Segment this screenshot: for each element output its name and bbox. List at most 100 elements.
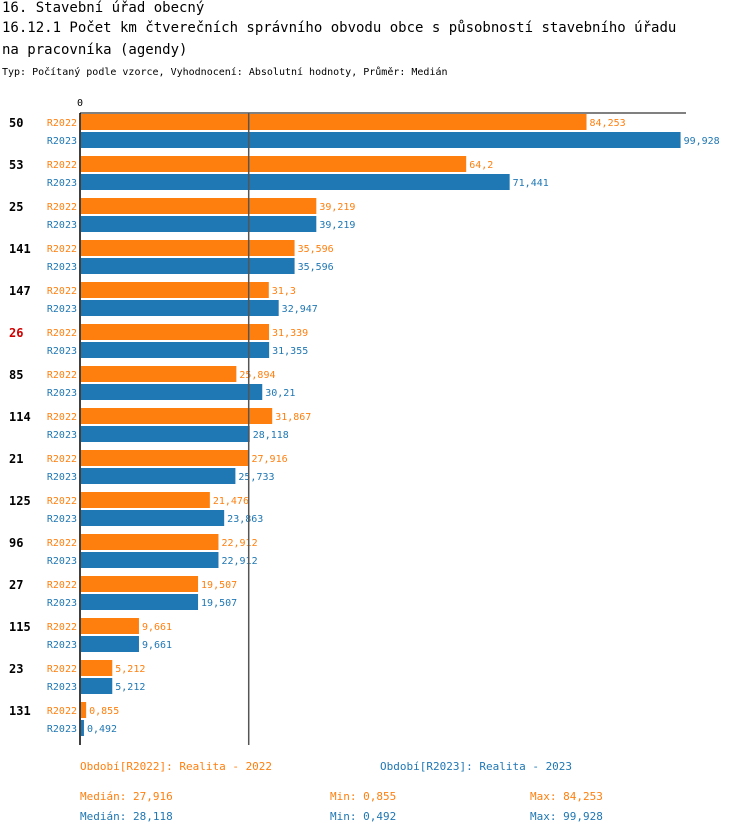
bar [81,678,113,694]
data-label: 64,2 [469,160,493,171]
chart-subtitle: Typ: Počítaný podle vzorce, Vyhodnocení:… [2,67,448,78]
series-row-label: R2023 [47,178,77,189]
x-axis-zero-label: 0 [77,98,83,109]
series-row-label: R2022 [47,118,77,129]
data-label: 28,118 [253,430,289,441]
category-label: 141 [9,242,31,256]
bar [81,300,279,316]
series-row-label: R2023 [47,136,77,147]
series-row-label: R2022 [47,706,77,717]
stat-median-r2023: Medián: 28,118 [80,810,173,823]
chart-title-line-2: na pracovníka (agendy) [2,42,188,58]
data-label: 31,355 [272,346,308,357]
series-row-label: R2022 [47,496,77,507]
series-row-label: R2022 [47,622,77,633]
category-label: 50 [9,116,23,130]
category-label: 115 [9,620,31,634]
bar [81,576,199,592]
legend-r2023: Období[R2023]: Realita - 2023 [380,760,573,773]
stat-max-r2023: Max: 99,928 [530,810,603,823]
bar [81,660,113,676]
category-label: 53 [9,158,23,172]
data-label: 39,219 [319,220,355,231]
series-row-label: R2023 [47,514,77,525]
data-label: 35,596 [298,262,334,273]
stat-min-r2023: Min: 0,492 [330,810,397,823]
data-label: 22,912 [221,538,257,549]
data-label: 27,916 [251,454,287,465]
data-label: 30,21 [265,388,295,399]
series-row-label: R2022 [47,538,77,549]
data-label: 31,3 [272,286,296,297]
data-label: 22,912 [221,556,257,567]
legend-r2022: Období[R2022]: Realita - 2022 [80,760,273,773]
bar [81,282,269,298]
data-label: 39,219 [319,202,355,213]
data-label: 25,894 [239,370,275,381]
bar [81,450,249,466]
category-label: 125 [9,494,31,508]
data-label: 21,476 [213,496,249,507]
bar [81,258,295,274]
series-row-label: R2023 [47,346,77,357]
category-label: 23 [9,662,23,676]
category-label: 131 [9,704,31,718]
bar [81,552,219,568]
bar [81,720,84,736]
bar [81,240,295,256]
series-row-label: R2022 [47,202,77,213]
bar [81,198,317,214]
series-row-label: R2023 [47,640,77,651]
bar [81,408,273,424]
data-label: 25,733 [238,472,274,483]
series-row-label: R2023 [47,724,77,735]
series-row-label: R2022 [47,580,77,591]
bar [81,510,225,526]
data-label: 23,863 [227,514,263,525]
category-label: 21 [9,452,23,466]
bar [81,534,219,550]
data-label: 32,947 [282,304,318,315]
data-label: 19,507 [201,598,237,609]
bar [81,132,681,148]
data-label: 31,867 [275,412,311,423]
data-label: 35,596 [298,244,334,255]
series-row-label: R2023 [47,220,77,231]
category-label: 27 [9,578,23,592]
category-label: 147 [9,284,31,298]
chart-title-line-1: 16.12.1 Počet km čtverečních správního o… [2,20,677,36]
data-label: 0,492 [87,724,117,735]
data-label: 71,441 [513,178,549,189]
category-label: 114 [9,410,31,424]
data-label: 0,855 [89,706,119,717]
category-label: 85 [9,368,23,382]
data-label: 9,661 [142,622,172,633]
stat-max-r2022: Max: 84,253 [530,790,603,803]
series-row-label: R2023 [47,388,77,399]
series-row-label: R2023 [47,682,77,693]
page-title: 16. Stavební úřad obecný [2,0,205,16]
series-row-label: R2023 [47,262,77,273]
data-label: 5,212 [115,682,145,693]
bar [81,468,236,484]
bar [81,216,317,232]
series-row-label: R2022 [47,664,77,675]
series-row-label: R2022 [47,286,77,297]
bar [81,702,87,718]
bar [81,636,139,652]
series-row-label: R2022 [47,160,77,171]
stat-min-r2022: Min: 0,855 [330,790,397,803]
bar [81,174,510,190]
bar [81,594,199,610]
data-label: 19,507 [201,580,237,591]
series-row-label: R2022 [47,454,77,465]
series-row-label: R2023 [47,556,77,567]
series-row-label: R2022 [47,412,77,423]
bar [81,618,139,634]
bar [81,492,210,508]
series-row-label: R2023 [47,472,77,483]
data-label: 31,339 [272,328,308,339]
bar [81,156,467,172]
series-row-label: R2023 [47,430,77,441]
